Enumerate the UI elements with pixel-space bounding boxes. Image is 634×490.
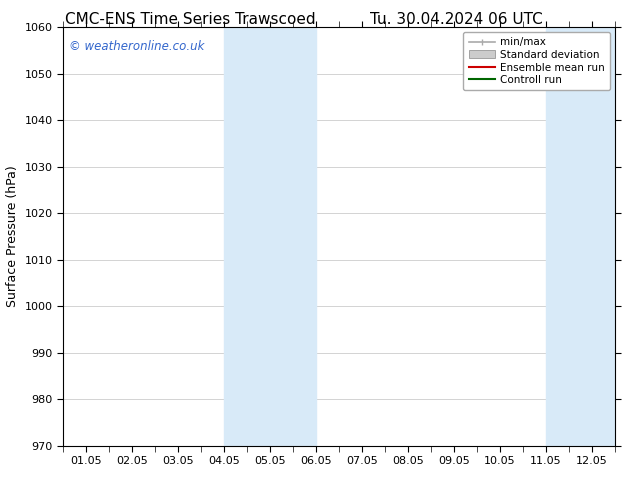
Text: CMC-ENS Time Series Trawscoed: CMC-ENS Time Series Trawscoed	[65, 12, 316, 27]
Text: © weatheronline.co.uk: © weatheronline.co.uk	[69, 40, 204, 52]
Y-axis label: Surface Pressure (hPa): Surface Pressure (hPa)	[6, 166, 19, 307]
Legend: min/max, Standard deviation, Ensemble mean run, Controll run: min/max, Standard deviation, Ensemble me…	[463, 32, 610, 90]
Text: Tu. 30.04.2024 06 UTC: Tu. 30.04.2024 06 UTC	[370, 12, 543, 27]
Bar	[224, 27, 316, 446]
Bar	[546, 27, 615, 446]
